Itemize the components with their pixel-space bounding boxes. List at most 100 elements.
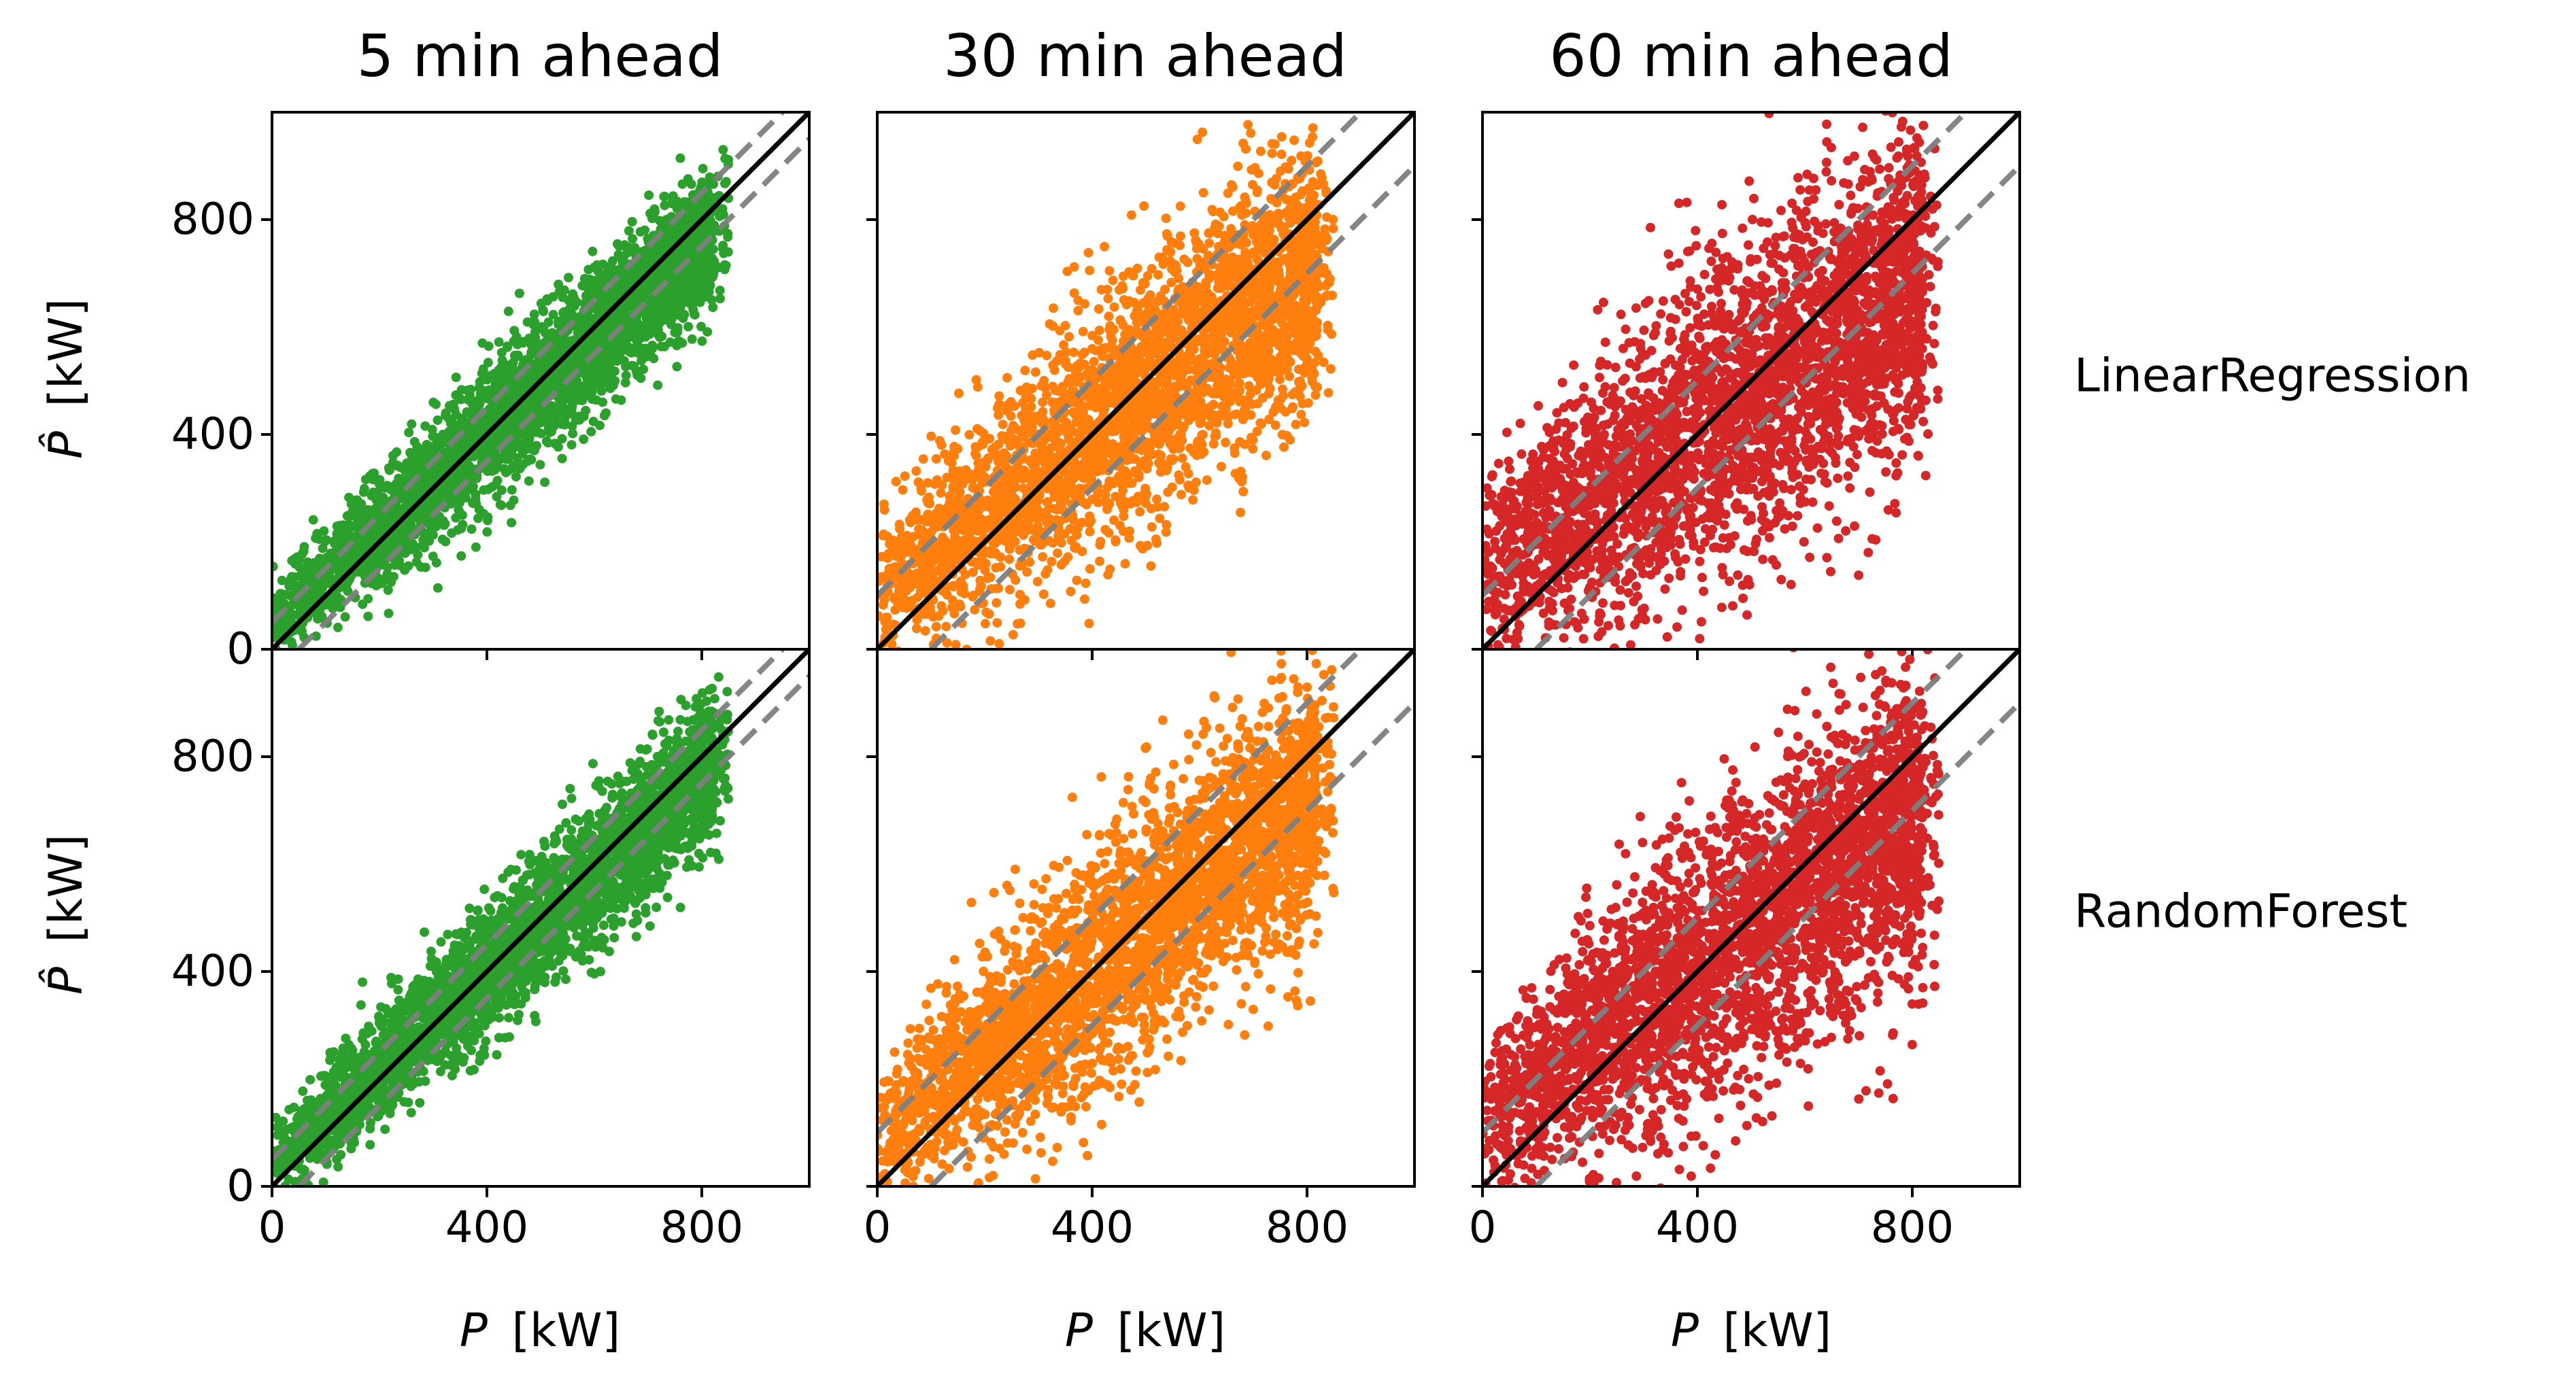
scatter-point bbox=[1030, 367, 1040, 377]
scatter-point bbox=[318, 543, 328, 553]
scatter-point bbox=[384, 608, 394, 619]
scatter-point bbox=[720, 178, 730, 188]
scatter-point bbox=[1300, 417, 1310, 428]
scatter-point bbox=[592, 379, 602, 390]
scatter-point bbox=[968, 567, 978, 577]
scatter-point bbox=[447, 418, 457, 428]
scatter-point bbox=[1243, 120, 1253, 130]
scatter-point bbox=[686, 179, 696, 189]
scatter-point bbox=[1237, 210, 1247, 220]
scatter-point bbox=[426, 526, 436, 536]
scatter-point bbox=[507, 362, 518, 373]
scatter-point bbox=[431, 399, 441, 409]
scatter-point bbox=[496, 500, 507, 511]
scatter-point bbox=[383, 585, 393, 595]
scatter-point bbox=[588, 246, 598, 256]
scatter-point bbox=[277, 575, 287, 585]
scatter-point bbox=[556, 347, 566, 357]
scatter-point bbox=[660, 201, 670, 210]
scatter-point bbox=[656, 309, 666, 320]
scatter-point bbox=[451, 373, 461, 382]
scatter-point bbox=[575, 411, 585, 422]
scatter-point bbox=[983, 573, 993, 583]
scatter-point bbox=[400, 548, 410, 558]
scatter-point bbox=[521, 355, 531, 365]
scatter-point bbox=[619, 356, 629, 366]
scatter-point bbox=[554, 287, 564, 296]
scatter-point bbox=[687, 334, 697, 344]
column-title-60min: 60 min ahead bbox=[1549, 22, 1953, 90]
scatter-point bbox=[621, 371, 631, 381]
scatter-point bbox=[451, 410, 461, 420]
scatter-points bbox=[877, 99, 1338, 649]
scatter-point bbox=[313, 614, 323, 624]
scatter-point bbox=[1328, 224, 1338, 234]
scatter-point bbox=[653, 380, 663, 390]
scatter-point bbox=[1264, 414, 1274, 424]
scatter-point bbox=[1147, 522, 1157, 532]
scatter-point bbox=[498, 464, 509, 474]
scatter-point bbox=[1042, 390, 1051, 400]
scatter-point bbox=[631, 296, 641, 306]
scatter-point bbox=[316, 587, 326, 597]
scatter-point bbox=[660, 191, 670, 201]
scatter-point bbox=[564, 273, 573, 283]
y-tick-label: 0 bbox=[226, 624, 254, 674]
scatter-point bbox=[1059, 340, 1069, 350]
scatter-point bbox=[652, 328, 662, 339]
scatter-point bbox=[343, 586, 353, 596]
scatter-point bbox=[546, 330, 556, 340]
scatter-point bbox=[723, 247, 733, 257]
scatter-point bbox=[1275, 375, 1285, 384]
scatter-point bbox=[1312, 99, 1321, 109]
scatter-point bbox=[879, 505, 889, 515]
scatter-point bbox=[900, 534, 910, 544]
panel-linearregression-1 bbox=[866, 99, 1416, 660]
scatter-point bbox=[636, 373, 646, 383]
scatter-point bbox=[633, 341, 643, 351]
scatter-point bbox=[543, 317, 554, 327]
scatter-point bbox=[340, 612, 350, 622]
scatter-point bbox=[383, 543, 392, 553]
scatter-point bbox=[1173, 316, 1183, 326]
scatter-point bbox=[1159, 502, 1170, 512]
scatter-point bbox=[284, 581, 294, 591]
scatter-point bbox=[608, 320, 617, 330]
scatter-point bbox=[673, 309, 683, 319]
scatter-points bbox=[272, 145, 734, 649]
scatter-point bbox=[492, 458, 502, 468]
scatter-point bbox=[296, 625, 307, 636]
scatter-point bbox=[1047, 557, 1057, 566]
scatter-point bbox=[1053, 548, 1063, 558]
scatter-point bbox=[339, 524, 349, 534]
scatter-point bbox=[578, 342, 588, 352]
scatter-point bbox=[1019, 483, 1029, 494]
scatter-point bbox=[640, 246, 650, 256]
scatter-point bbox=[656, 301, 666, 311]
scatter-point bbox=[557, 434, 567, 444]
scatter-point bbox=[445, 426, 456, 436]
scatter-point bbox=[635, 227, 645, 237]
scatter-point bbox=[404, 428, 414, 438]
scatter-point bbox=[696, 322, 706, 332]
scatter-point bbox=[356, 505, 366, 515]
scatter-point bbox=[319, 526, 329, 536]
scatter-point bbox=[557, 396, 567, 406]
scatter-point bbox=[363, 611, 373, 621]
scatter-point bbox=[900, 471, 910, 481]
scatter-point bbox=[1089, 356, 1099, 366]
scatter-point bbox=[456, 551, 467, 561]
scatter-point bbox=[709, 220, 719, 230]
scatter-point bbox=[371, 581, 382, 591]
scatter-point bbox=[438, 517, 448, 528]
scatter-point bbox=[507, 485, 517, 495]
scatter-point bbox=[1004, 585, 1015, 595]
scatter-point bbox=[1219, 211, 1229, 222]
scatter-point bbox=[433, 415, 443, 425]
scatter-point bbox=[656, 341, 666, 351]
scatter-point bbox=[627, 217, 637, 227]
row-label-random-forest: RandomForest bbox=[2074, 885, 2407, 939]
scatter-point bbox=[1223, 419, 1233, 429]
scatter-point bbox=[375, 554, 385, 564]
